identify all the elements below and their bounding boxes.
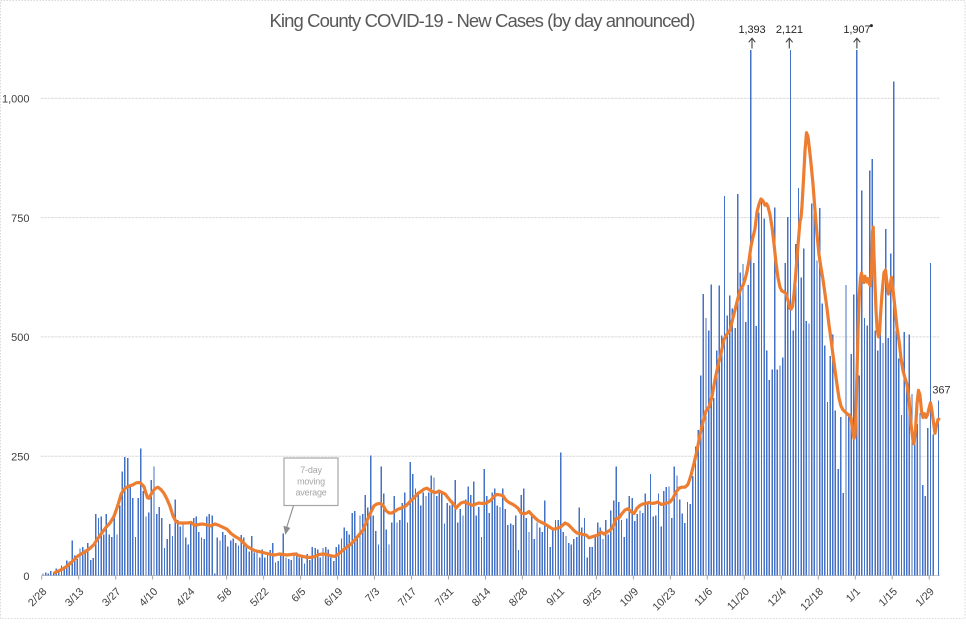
svg-text:1,393: 1,393 <box>738 24 765 36</box>
svg-text:367: 367 <box>932 385 950 397</box>
svg-text:250: 250 <box>11 452 29 464</box>
svg-text:1,000: 1,000 <box>2 94 30 106</box>
svg-text:500: 500 <box>11 332 29 344</box>
svg-text:King County COVID-19 - New Cas: King County COVID-19 - New Cases (by day… <box>269 10 695 31</box>
svg-text:average: average <box>295 488 326 498</box>
svg-text:moving: moving <box>297 476 325 486</box>
svg-text:750: 750 <box>11 213 29 225</box>
svg-text:7-day: 7-day <box>300 465 322 475</box>
svg-text:1,907: 1,907 <box>843 24 870 36</box>
svg-text:2,121: 2,121 <box>776 24 803 36</box>
svg-text:0: 0 <box>23 571 29 583</box>
